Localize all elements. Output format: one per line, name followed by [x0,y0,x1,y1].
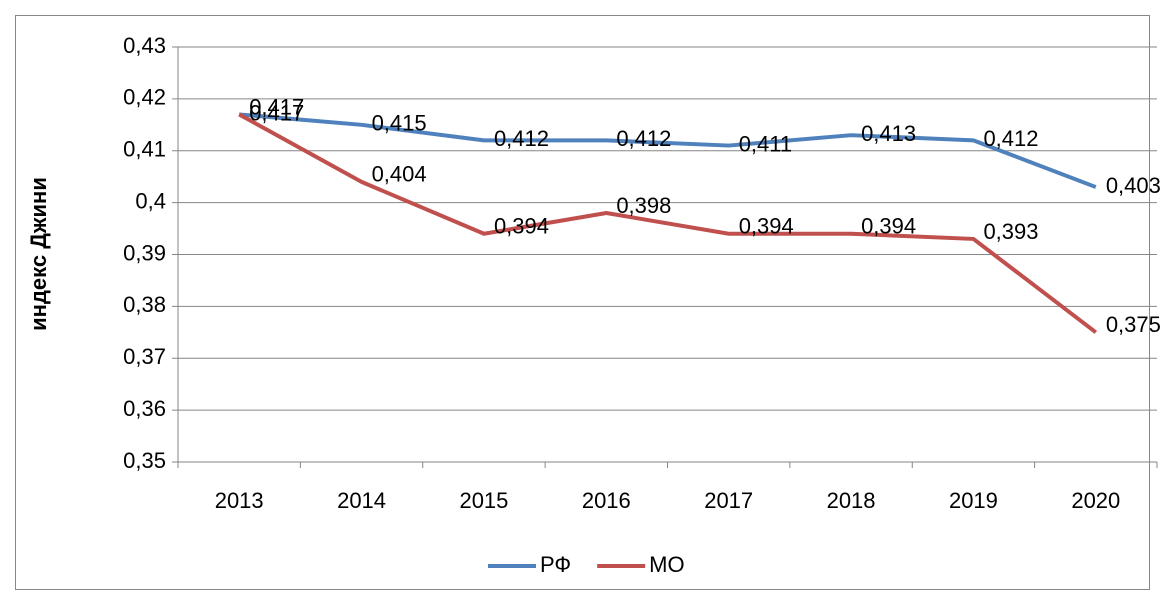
y-tick-label: 0,37 [123,344,166,369]
y-tick-label: 0,39 [123,240,166,265]
x-tick-label: 2013 [215,488,264,513]
y-tick-label: 0,43 [123,33,166,58]
x-tick-label: 2017 [704,488,753,513]
y-axis-label: индекс Джини [26,177,51,331]
data-label: 0,417 [249,94,304,119]
y-tick-label: 0,4 [135,188,166,213]
x-tick-label: 2020 [1071,488,1120,513]
x-tick-label: 2015 [459,488,508,513]
data-label: 0,398 [616,193,671,218]
data-label: 0,404 [372,162,427,187]
data-label: 0,403 [1106,173,1161,198]
x-tick-label: 2014 [337,488,386,513]
data-label: 0,413 [861,121,916,146]
chart-frame [15,15,1150,590]
x-tick-label: 2016 [582,488,631,513]
y-tick-label: 0,41 [123,137,166,162]
legend-label: РФ [540,552,571,577]
line-series [238,112,1098,334]
x-tick-label: 2018 [827,488,876,513]
y-tick-label: 0,35 [123,448,166,473]
y-tick-label: 0,42 [123,85,166,110]
data-label: 0,412 [983,126,1038,151]
y-tick-label: 0,38 [123,292,166,317]
data-label: 0,375 [1106,312,1161,337]
data-label: 0,394 [494,214,549,239]
data-label: 0,412 [616,126,671,151]
line-series [239,112,1097,189]
data-label: 0,393 [983,219,1038,244]
x-tick-label: 2019 [949,488,998,513]
data-label: 0,411 [739,131,792,156]
data-label: 0,417 [249,100,304,125]
legend-label: МО [649,552,684,577]
data-label: 0,394 [739,214,794,239]
y-tick-label: 0,36 [123,396,166,421]
data-label: 0,415 [372,111,427,136]
data-label: 0,412 [494,126,549,151]
data-label: 0,394 [861,214,916,239]
